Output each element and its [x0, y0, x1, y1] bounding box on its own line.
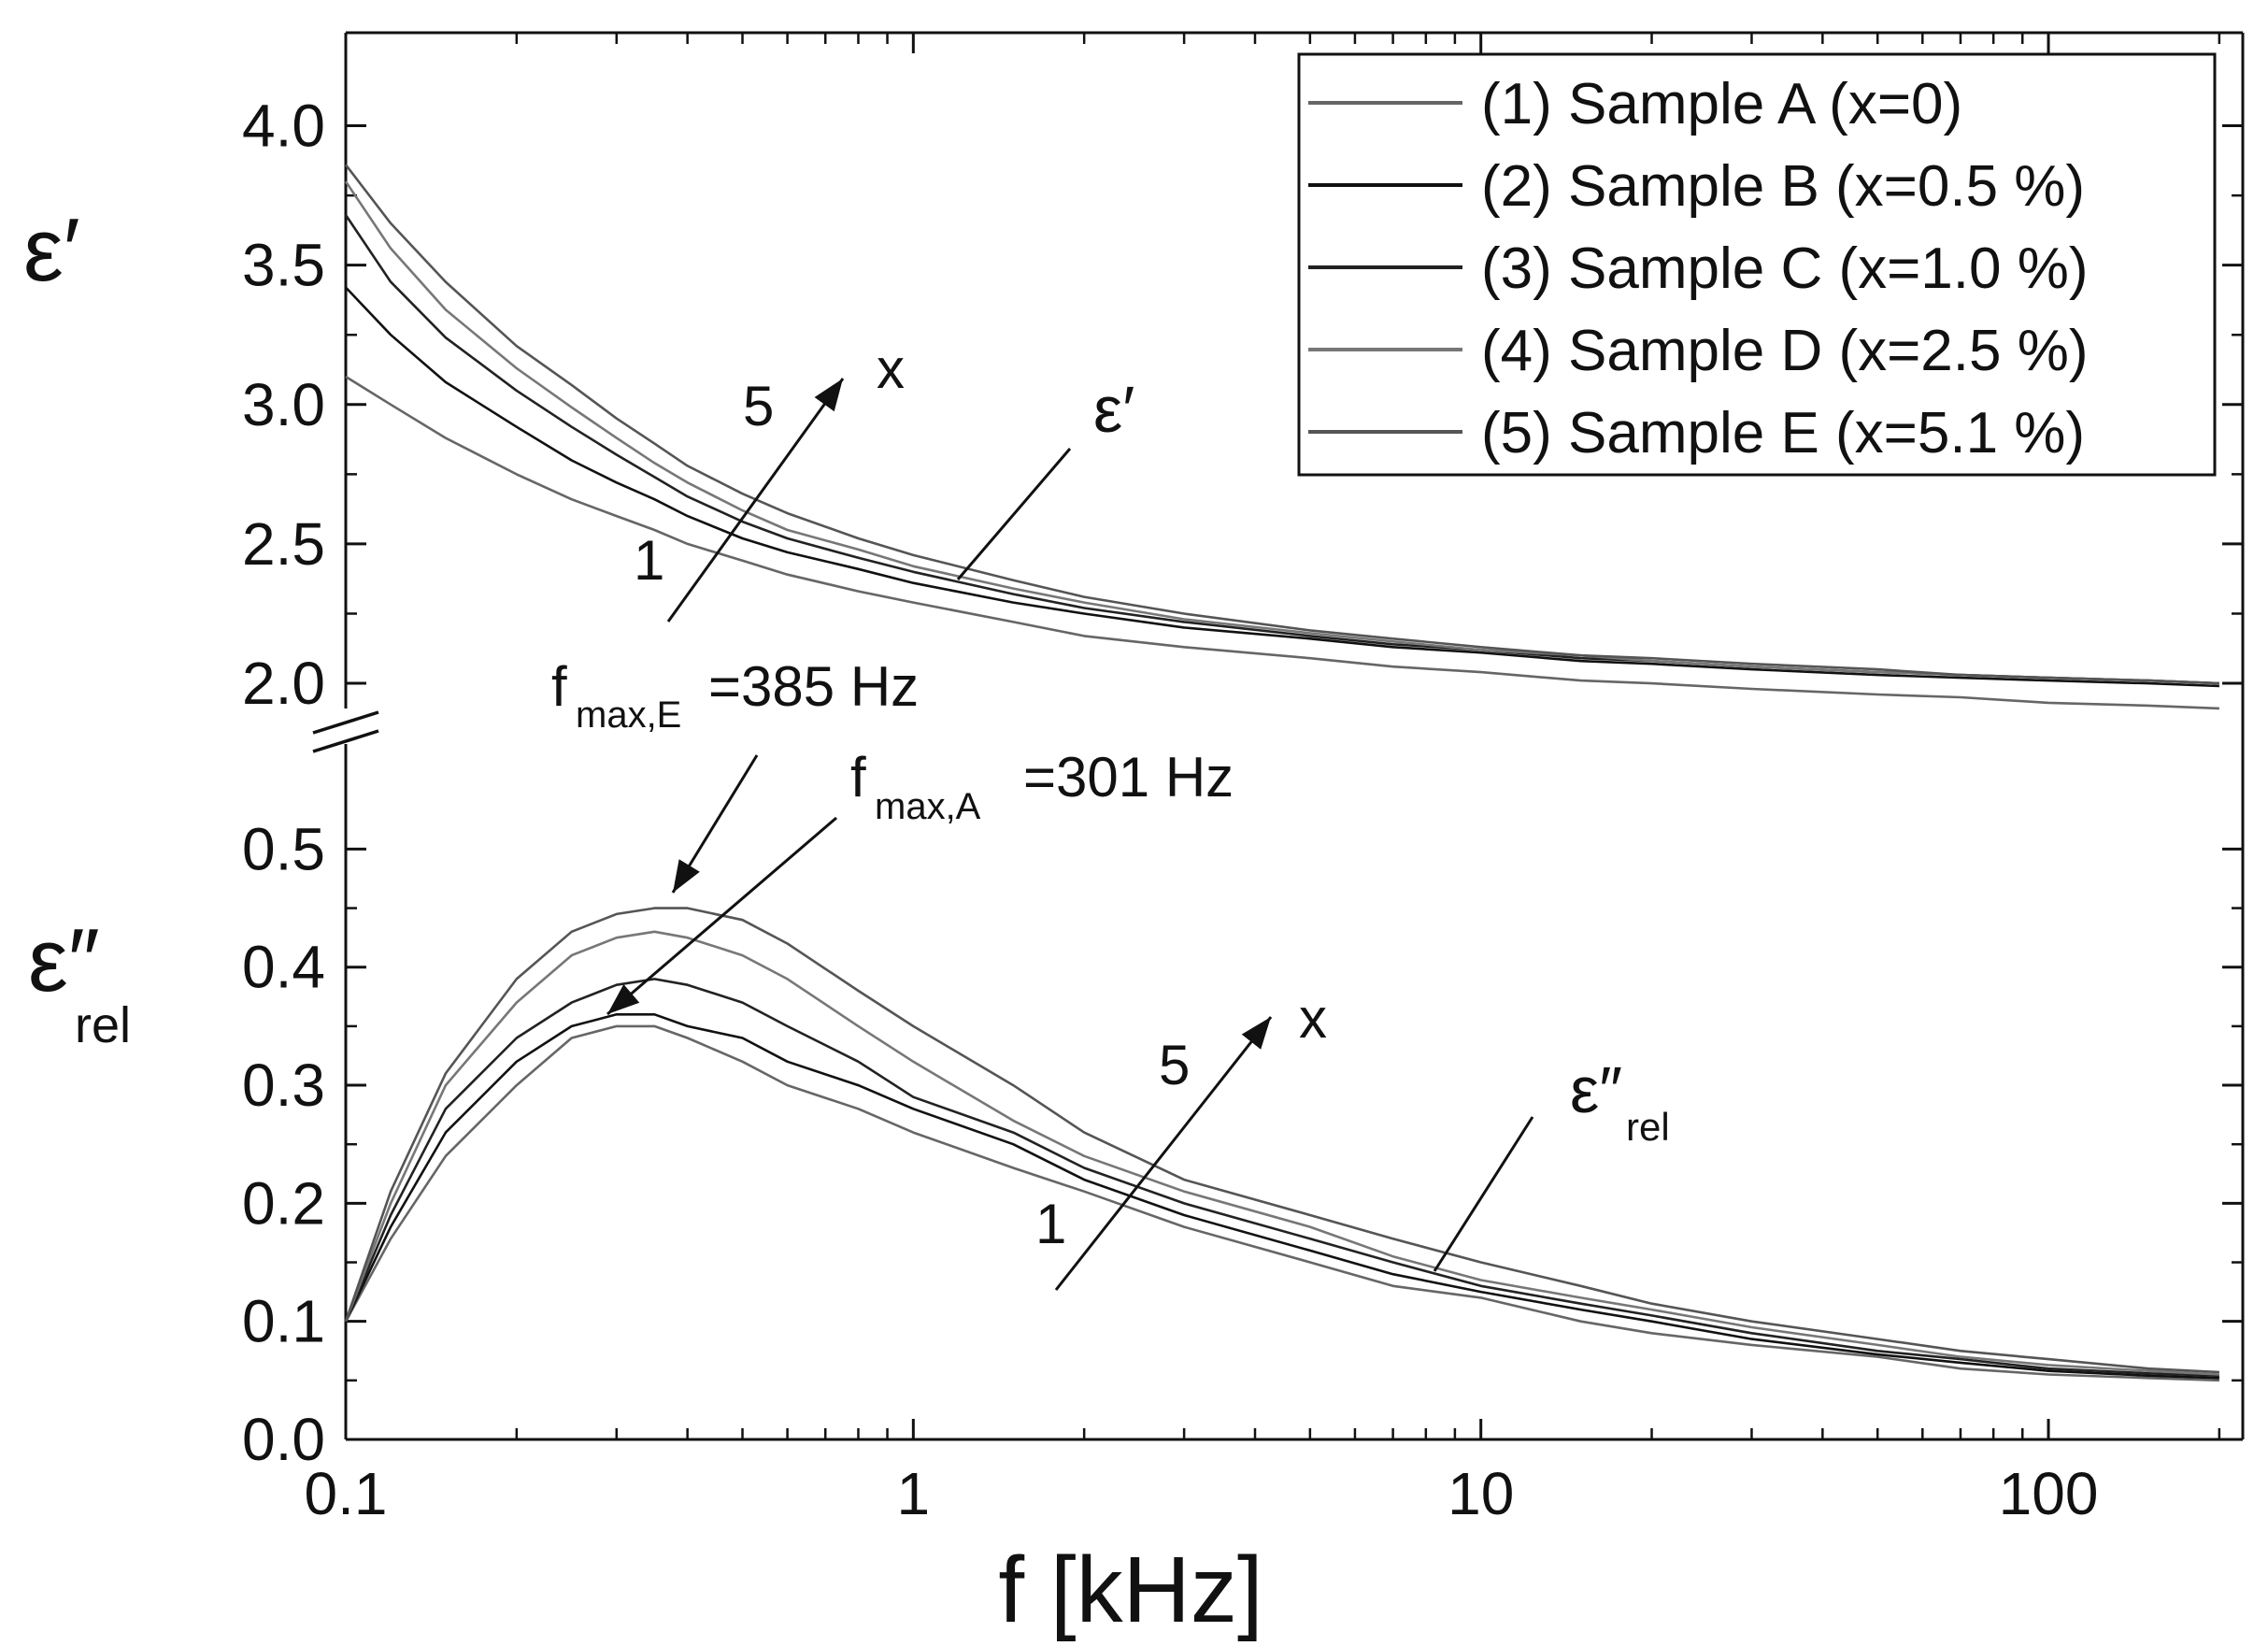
annotation-5-upper: 5 [743, 375, 774, 437]
annotation-fmax-a-f: f [850, 746, 866, 809]
y-tick-label-upper: 2.0 [242, 650, 325, 717]
annotation-5-lower: 5 [1159, 1034, 1190, 1096]
y-axis-title-lower: ε″ [28, 910, 100, 1010]
annotation-1-lower: 1 [1035, 1193, 1066, 1255]
fmax-a-arrow-head [607, 984, 640, 1014]
annotation-epsilon-prime: ε′ [1093, 373, 1134, 446]
series-line-upper-5 [344, 164, 2219, 685]
legend-label-1: (1) Sample A (x=0) [1481, 72, 1962, 136]
x-tick-label: 10 [1448, 1460, 1514, 1527]
annotation-fmax-e-sub: max,E [576, 694, 681, 736]
y-tick-label-lower: 0.5 [242, 815, 325, 882]
y-tick-label-lower: 0.2 [242, 1169, 325, 1237]
annotation-1-upper: 1 [634, 529, 664, 592]
legend-label-5: (5) Sample E (x=5.1 %) [1481, 401, 2085, 465]
fmax-a-arrow [606, 816, 837, 1016]
legend-label-4: (4) Sample D (x=2.5 %) [1481, 319, 2089, 383]
x-tick-label: 100 [1999, 1460, 2099, 1527]
y-tick-label-lower: 0.4 [242, 934, 325, 1001]
annotation-x-upper: x [877, 337, 905, 400]
axis-break-mark [312, 710, 379, 735]
y-tick-label-upper: 3.5 [242, 232, 325, 299]
annotation-epsilon-rel-sub: rel [1626, 1105, 1670, 1149]
leader-line-epsilon-rel [1433, 1116, 1534, 1272]
trend-arrow-upper [666, 378, 845, 623]
y-tick-label-upper: 2.5 [242, 510, 325, 578]
series-line-lower-2 [344, 1013, 2219, 1380]
series-line-upper-1 [345, 375, 2219, 710]
x-axis-title: f [kHz] [998, 1538, 1262, 1642]
legend-label-3: (3) Sample C (x=1.0 %) [1481, 236, 2089, 301]
axis-break-mark [312, 729, 379, 753]
y-tick-label-lower: 0.3 [242, 1052, 325, 1119]
leader-line-epsilon-prime [956, 448, 1072, 580]
annotation-fmax-e-f: f [551, 655, 567, 718]
y-tick-label-upper: 3.0 [242, 371, 325, 438]
annotation-epsilon-rel: ε″ [1570, 1053, 1622, 1126]
trend-arrow-lower [1054, 1016, 1273, 1291]
series-line-upper-2 [345, 286, 2219, 688]
annotation-fmax-e-value: =385 Hz [708, 655, 919, 718]
series-line-lower-1 [344, 1024, 2219, 1382]
annotation-fmax-a-value: =301 Hz [1023, 746, 1234, 809]
legend-label-2: (2) Sample B (x=0.5 %) [1481, 154, 2085, 219]
trend-arrow-lower-head [1241, 1017, 1271, 1050]
series-line-lower-4 [344, 930, 2219, 1376]
y-tick-label-upper: 4.0 [242, 93, 325, 160]
series-line-lower-5 [344, 907, 2219, 1374]
annotation-fmax-a-sub: max,A [875, 786, 981, 827]
y-tick-label-lower: 0.0 [242, 1406, 325, 1473]
y-axis-title-lower-subscript: rel [75, 997, 131, 1053]
trend-arrow-upper-head [814, 379, 843, 412]
y-axis-title-upper: ε′ [23, 200, 80, 300]
series-line-upper-4 [344, 180, 2219, 685]
annotation-x-lower: x [1299, 987, 1327, 1050]
series-line-lower-3 [344, 978, 2219, 1378]
y-tick-label-lower: 0.1 [242, 1288, 325, 1355]
x-tick-label: 0.1 [305, 1460, 388, 1527]
fmax-e-arrow-head [673, 859, 700, 893]
legend-box [1297, 52, 2217, 477]
x-tick-label: 1 [897, 1460, 931, 1527]
